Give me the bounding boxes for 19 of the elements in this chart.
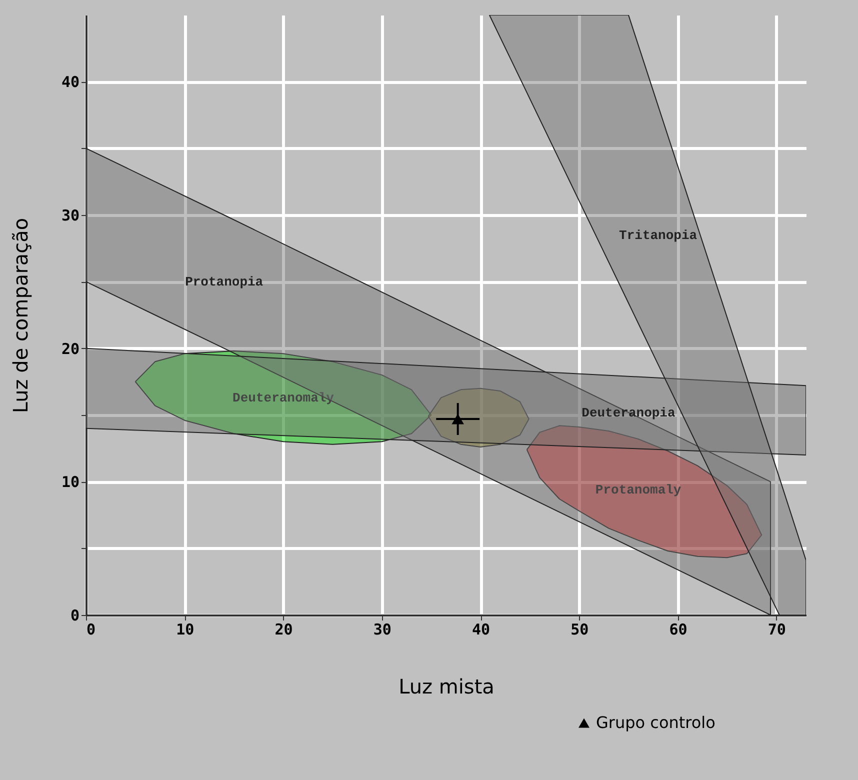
x-tick-label: 30 xyxy=(373,620,392,638)
x-tick-label: 70 xyxy=(768,620,786,638)
legend-label: Grupo controlo xyxy=(596,713,716,732)
y-tick-label: 30 xyxy=(61,206,80,224)
x-tick-label: 20 xyxy=(274,620,293,638)
series-label: Protanomaly xyxy=(595,482,682,498)
x-tick-label: 40 xyxy=(472,620,490,638)
y-tick-label: 20 xyxy=(61,340,80,358)
series-label: Protanopia xyxy=(185,274,264,290)
x-tick-label: 0 xyxy=(86,620,96,638)
x-tick-label: 10 xyxy=(176,620,194,638)
y-tick-label: 10 xyxy=(61,473,80,492)
y-tick-label: 0 xyxy=(70,606,80,624)
x-axis-title: Luz mista xyxy=(398,674,494,698)
x-tick-label: 60 xyxy=(669,620,688,638)
y-tick-label: 40 xyxy=(61,73,80,92)
series-label: Tritanopia xyxy=(619,228,698,243)
y-axis-title: Luz de comparação xyxy=(8,218,32,414)
x-tick-label: 50 xyxy=(570,620,589,638)
